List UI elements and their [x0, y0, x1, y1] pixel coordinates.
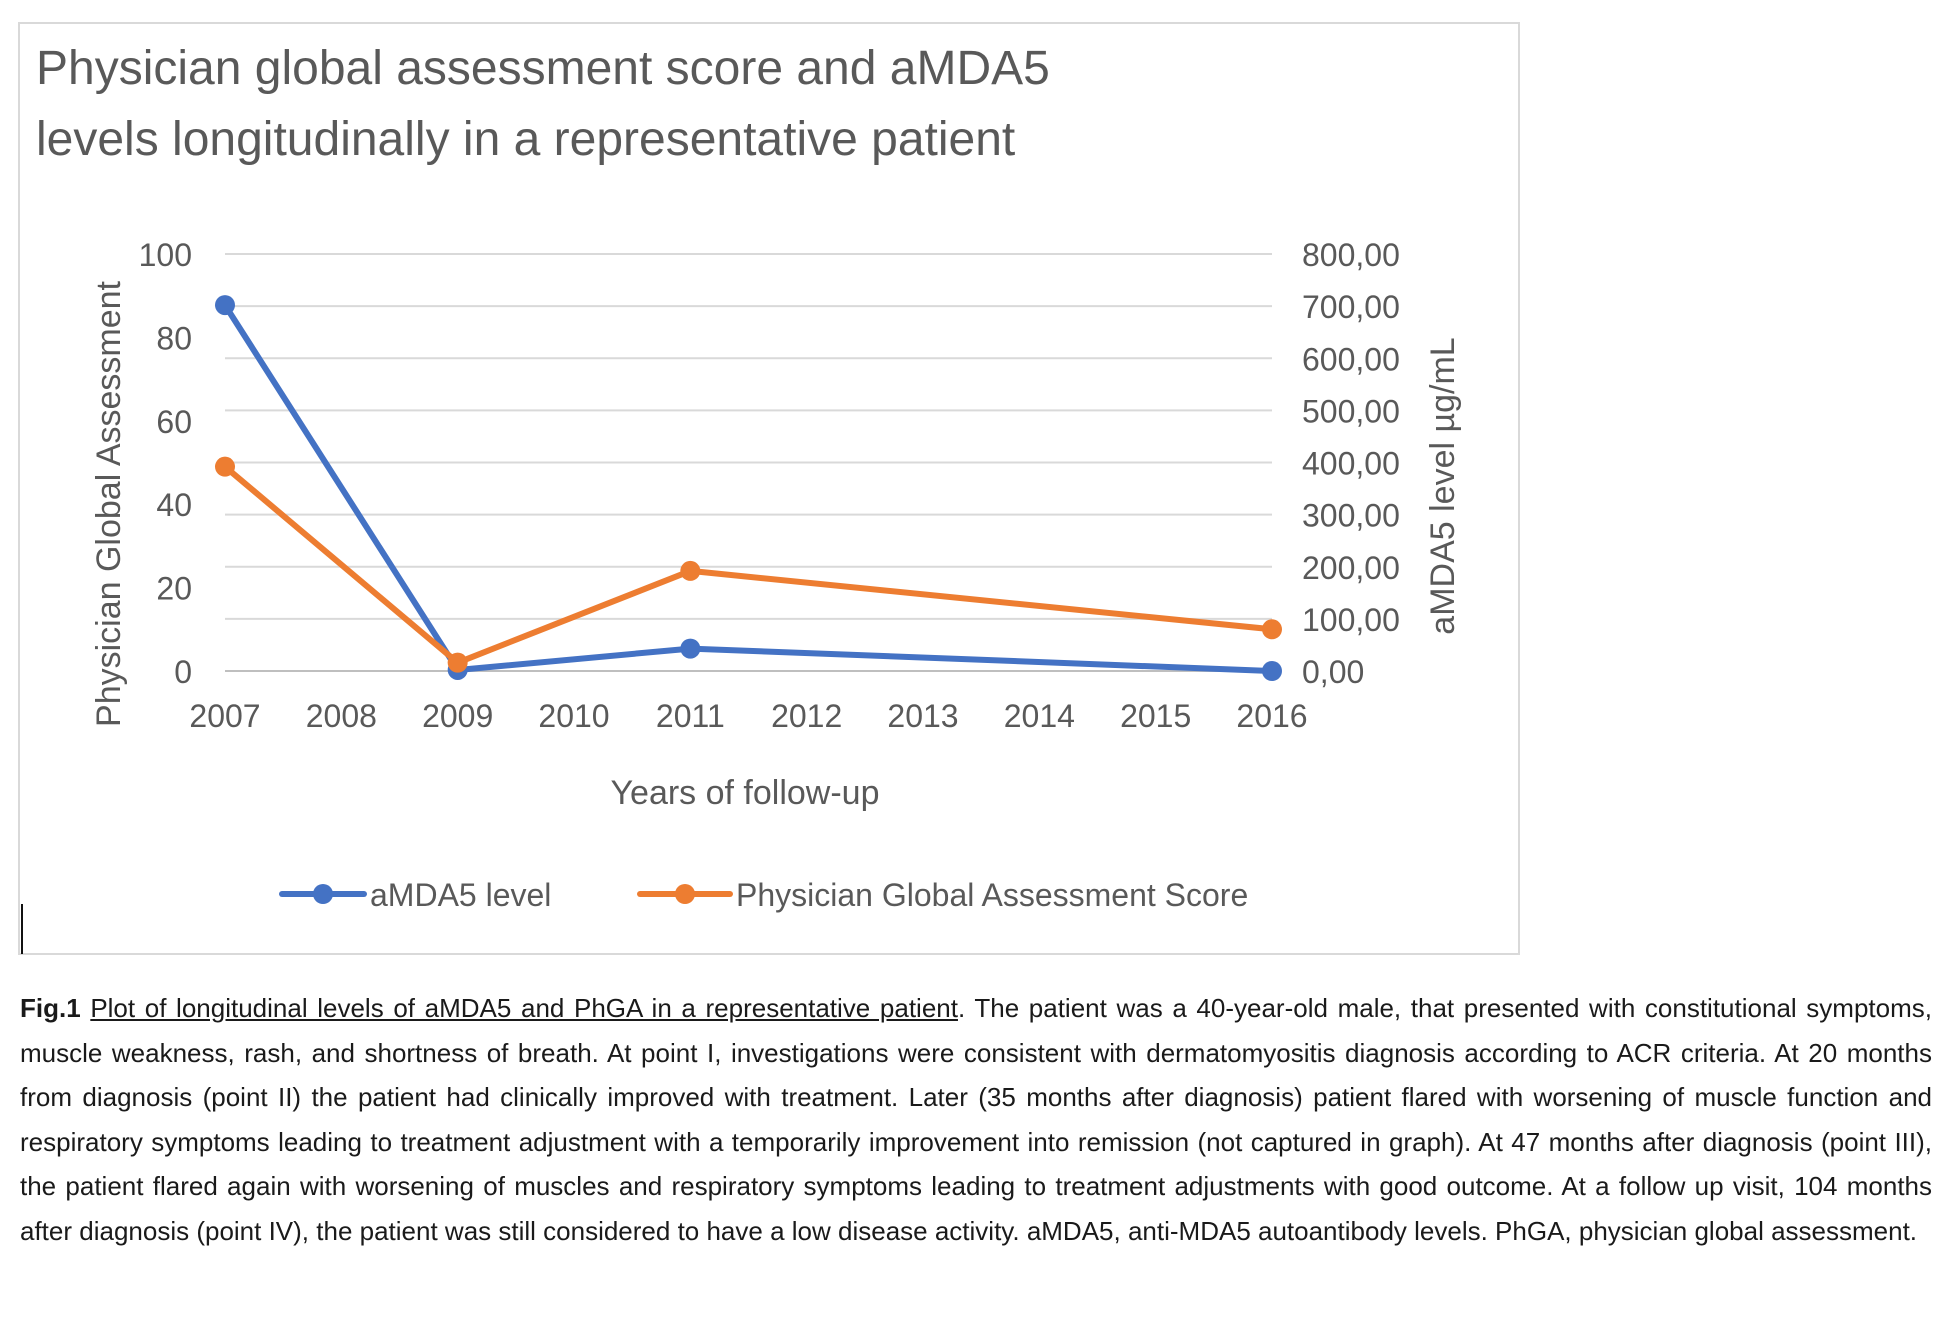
x-axis-tick-label: 2012 — [771, 698, 842, 734]
right-axis-tick-label: 500,00 — [1302, 393, 1400, 429]
right-axis-tick-label: 300,00 — [1302, 498, 1400, 534]
data-point-series-2 — [680, 560, 701, 581]
x-axis-title: Years of follow-up — [610, 774, 879, 812]
caption-fig-label: Fig.1 — [20, 993, 81, 1023]
legend-marker-2 — [675, 884, 695, 904]
x-axis-tick-label: 2011 — [656, 698, 725, 734]
x-axis-tick-label: 2016 — [1236, 698, 1307, 734]
text-cursor — [21, 904, 23, 954]
left-axis-tick-label: 0 — [174, 654, 192, 690]
x-axis-tick-label: 2013 — [887, 698, 958, 734]
right-axis-tick-label: 800,00 — [1302, 237, 1400, 273]
legend-label-1: aMDA5 level — [370, 877, 551, 913]
caption-text: . The patient was a 40-year-old male, th… — [20, 993, 1932, 1246]
data-point-series-2 — [447, 652, 468, 673]
right-axis-title: aMDA5 level µg/mL — [1424, 337, 1462, 634]
chart-title-line-1: Physician global assessment score and aM… — [36, 42, 1050, 95]
data-point-series-1 — [215, 295, 235, 316]
chart-title-line-2: levels longitudinally in a representativ… — [36, 113, 1015, 166]
left-axis-tick-label: 60 — [156, 404, 192, 440]
left-axis-tick-label: 100 — [139, 237, 192, 273]
x-axis-tick-label: 2014 — [1004, 698, 1075, 734]
x-axis-tick-label: 2015 — [1120, 698, 1191, 734]
left-axis-title: Physician Global Assessment — [90, 280, 128, 727]
left-axis-tick-label: 40 — [156, 487, 192, 523]
right-axis-tick-label: 100,00 — [1302, 602, 1400, 638]
legend-marker-1 — [313, 884, 333, 904]
caption-fig-title: Plot of longitudinal levels of aMDA5 and… — [90, 993, 958, 1023]
right-axis-tick-label: 400,00 — [1302, 446, 1400, 482]
left-axis-tick-label: 20 — [156, 571, 192, 607]
x-axis-tick-label: 2010 — [538, 698, 609, 734]
series-line-2 — [222, 463, 1275, 666]
right-axis-tick-label: 0,00 — [1302, 654, 1364, 690]
data-point-series-1 — [1262, 661, 1282, 681]
right-axis-tick-label: 600,00 — [1302, 341, 1400, 377]
series-line-1 — [222, 302, 1275, 674]
chart-area: Physician global assessment score and aM… — [18, 22, 1520, 955]
data-point-series-2 — [215, 456, 235, 477]
left-axis-tick-label: 80 — [156, 320, 192, 356]
legend-label-2: Physician Global Assessment Score — [736, 877, 1248, 913]
data-point-series-2 — [1262, 619, 1282, 640]
right-axis-tick-label: 200,00 — [1302, 550, 1400, 586]
line-chart: Physician global assessment score and aM… — [36, 42, 1462, 913]
x-axis-tick-label: 2009 — [422, 698, 493, 734]
figure-caption: Fig.1 Plot of longitudinal levels of aMD… — [20, 986, 1932, 1253]
data-point-series-1 — [680, 638, 701, 659]
x-axis-tick-label: 2008 — [306, 698, 377, 734]
right-axis-tick-label: 700,00 — [1302, 289, 1400, 325]
x-axis-tick-label: 2007 — [189, 698, 260, 734]
